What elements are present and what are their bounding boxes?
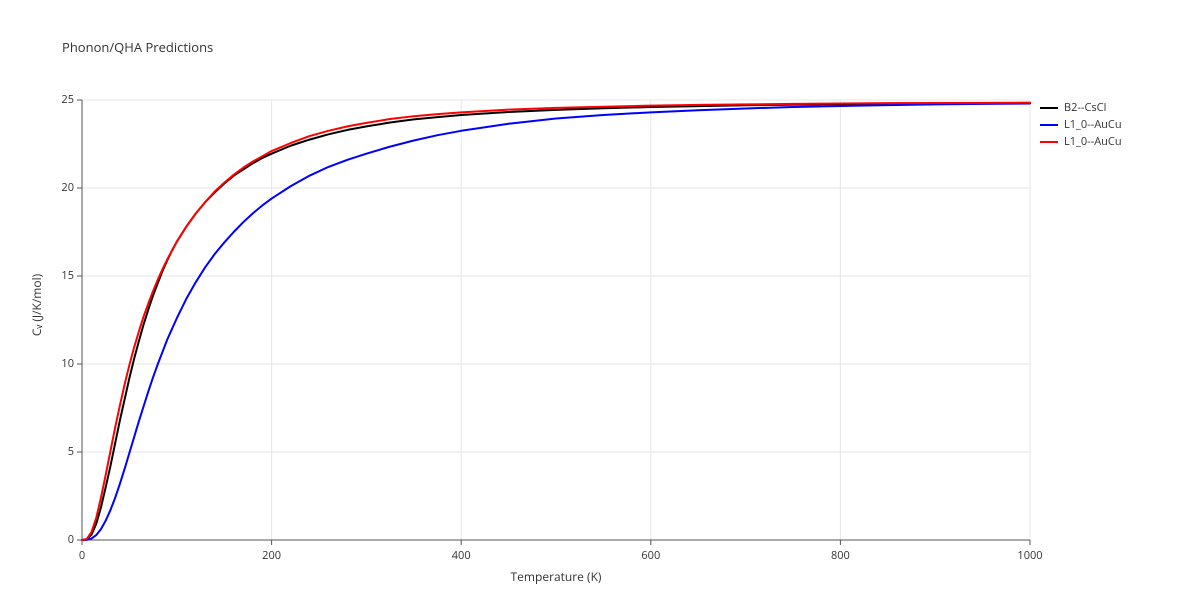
x-tick-label: 400 xyxy=(446,548,476,563)
legend-swatch xyxy=(1040,141,1058,143)
y-tick-label: 0 xyxy=(68,532,74,547)
y-tick-label: 15 xyxy=(61,268,74,283)
legend-item[interactable]: B2--CsCl xyxy=(1040,100,1122,115)
x-tick-label: 0 xyxy=(67,548,97,563)
y-tick-label: 5 xyxy=(68,444,74,459)
y-tick-label: 20 xyxy=(61,180,74,195)
legend-item[interactable]: L1_0--AuCu xyxy=(1040,117,1122,132)
x-tick-label: 800 xyxy=(825,548,855,563)
x-tick-label: 200 xyxy=(257,548,287,563)
y-tick-label: 25 xyxy=(61,92,74,107)
legend-swatch xyxy=(1040,124,1058,126)
legend: B2--CsCl L1_0--AuCu L1_0--AuCu xyxy=(1040,100,1122,151)
chart-svg xyxy=(0,0,1200,600)
y-tick-label: 10 xyxy=(61,356,74,371)
legend-label: L1_0--AuCu xyxy=(1064,134,1122,149)
x-tick-label: 600 xyxy=(636,548,666,563)
x-tick-label: 1000 xyxy=(1015,548,1045,563)
legend-label: L1_0--AuCu xyxy=(1064,117,1122,132)
legend-swatch xyxy=(1040,107,1058,109)
legend-label: B2--CsCl xyxy=(1064,100,1106,115)
legend-item[interactable]: L1_0--AuCu xyxy=(1040,134,1122,149)
